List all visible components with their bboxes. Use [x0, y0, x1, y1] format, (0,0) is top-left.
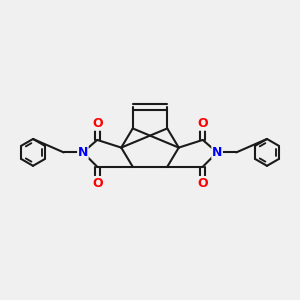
Text: O: O: [197, 177, 208, 190]
Text: N: N: [78, 146, 88, 159]
Text: O: O: [197, 117, 208, 130]
Text: N: N: [212, 146, 222, 159]
Text: O: O: [92, 177, 103, 190]
Text: O: O: [92, 117, 103, 130]
